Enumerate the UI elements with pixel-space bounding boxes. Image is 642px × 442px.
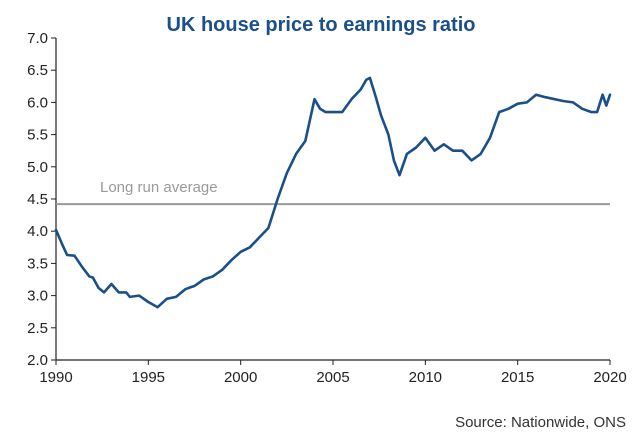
x-tick-label: 2005	[316, 369, 349, 386]
x-tick-label: 1995	[132, 369, 165, 386]
x-tick-label: 2020	[593, 369, 626, 386]
series-line	[54, 76, 612, 309]
y-tick-label: 6.0	[27, 94, 48, 111]
chart-title: UK house price to earnings ratio	[166, 14, 476, 36]
y-tick-label: 3.5	[27, 255, 48, 272]
long-run-average-label: Long run average	[100, 179, 218, 196]
x-tick-label: 2015	[501, 369, 534, 386]
y-tick-label: 4.5	[27, 191, 48, 208]
y-tick-label: 5.0	[27, 159, 48, 176]
x-tick-label: 2010	[409, 369, 442, 386]
y-tick-label: 2.0	[27, 352, 48, 369]
y-tick-label: 6.5	[27, 62, 48, 79]
y-tick-label: 7.0	[27, 30, 48, 47]
chart-source: Source: Nationwide, ONS	[455, 414, 626, 431]
y-tick-label: 5.5	[27, 127, 48, 144]
x-tick-label: 1990	[39, 369, 72, 386]
y-tick-label: 4.0	[27, 223, 48, 240]
x-tick-label: 2000	[224, 369, 257, 386]
y-tick-label: 2.5	[27, 320, 48, 337]
y-tick-label: 3.0	[27, 288, 48, 305]
